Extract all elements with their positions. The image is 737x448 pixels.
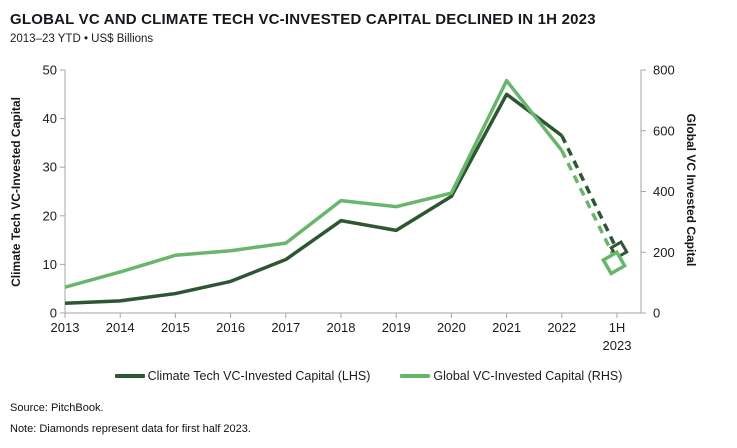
legend-item-climate-tech: Climate Tech VC-Invested Capital (LHS): [114, 369, 371, 383]
axes: [64, 70, 642, 314]
right-tick-label: 0: [653, 306, 660, 321]
right-tick-label: 600: [653, 123, 675, 138]
x-tick-label: 2015: [161, 320, 190, 335]
x-tick-label: 2020: [437, 320, 466, 335]
legend-label-global-vc: Global VC-Invested Capital (RHS): [433, 369, 623, 383]
diamond-footnote: Note: Diamonds represent data for first …: [10, 423, 251, 435]
series-line-climate-tech: [64, 92, 619, 306]
x-axis-ticks: 2013 2014 2015 2016 2017 2018 2019 2020 2021 2022…: [51, 313, 632, 353]
legend: Climate Tech VC-Invested Capital (LHS) G…: [0, 369, 737, 383]
left-axis-ticks: 0 10 20 30 40 50: [43, 63, 65, 321]
x-tick-label: 2013: [51, 320, 80, 335]
left-tick-label: 0: [50, 306, 57, 321]
left-tick-label: 30: [43, 160, 57, 175]
right-axis-ticks: 0 200 400 600 800: [641, 63, 675, 321]
series-line-global-vc: [64, 78, 619, 289]
x-tick-label: 1H: [609, 320, 626, 335]
x-tick-label: 2021: [492, 320, 521, 335]
climate-tech-line-swatch: [114, 374, 145, 378]
source-note: Source: PitchBook.: [10, 402, 104, 414]
x-tick-label: 2019: [382, 320, 411, 335]
diamond-marker-global-vc: [600, 249, 628, 276]
chart-title: GLOBAL VC AND CLIMATE TECH VC-INVESTED C…: [10, 11, 596, 28]
footer: Source: PitchBook. Note: Diamonds repres…: [10, 398, 251, 440]
x-tick-label: 2014: [106, 320, 135, 335]
global-vc-line-swatch: [400, 374, 431, 378]
x-tick-label: 2017: [271, 320, 300, 335]
left-tick-label: 40: [43, 111, 57, 126]
x-tick-label: 2022: [547, 320, 576, 335]
x-tick-label: 2016: [216, 320, 245, 335]
chart-subtitle: 2013–23 YTD • US$ Billions: [10, 33, 154, 45]
legend-label-climate-tech: Climate Tech VC-Invested Capital (LHS): [147, 369, 371, 383]
x-tick-label: 2018: [327, 320, 356, 335]
right-tick-label: 400: [653, 184, 675, 199]
right-tick-label: 200: [653, 245, 675, 260]
right-tick-label: 800: [653, 63, 675, 78]
x-tick-label: 2023: [603, 338, 632, 353]
left-tick-label: 50: [43, 63, 57, 78]
left-tick-label: 10: [43, 257, 57, 272]
legend-item-global-vc: Global VC-Invested Capital (RHS): [400, 369, 622, 383]
left-tick-label: 20: [43, 208, 57, 223]
